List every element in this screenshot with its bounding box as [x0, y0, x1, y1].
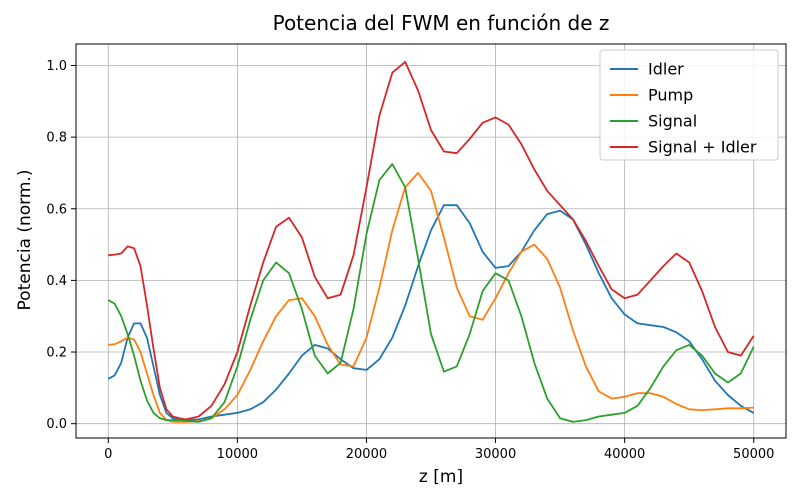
- legend: Idler Pump Signal Signal + Idler: [599, 49, 779, 161]
- y-tick-label: 0.2: [46, 346, 67, 361]
- series-line-pump: [108, 171, 754, 423]
- y-tick-label: 1.0: [46, 59, 67, 74]
- legend-entry-label: Idler: [648, 60, 684, 79]
- x-tick-label: 50000: [733, 447, 774, 462]
- x-tick-label: 30000: [475, 447, 516, 462]
- ticks: 0 10000 20000 30000 40000 50000 0.0 0.2 0.4 0.6 0.…: [46, 59, 774, 462]
- x-tick-label: 40000: [604, 447, 645, 462]
- plot-frame: [75, 43, 787, 439]
- series-line-signal: [107, 163, 755, 423]
- series-line-signal-idler: [108, 61, 755, 421]
- x-tick-label: 10000: [217, 447, 258, 462]
- y-tick-label: 0.0: [46, 417, 67, 432]
- x-axis-label: z [m]: [419, 467, 463, 487]
- x-tick-label: 20000: [346, 447, 387, 462]
- legend-entry-label: Pump: [648, 86, 693, 105]
- legend-entry-label: Signal + Idler: [648, 138, 757, 157]
- legend-entry-label: Signal: [648, 112, 697, 131]
- y-tick-label: 0.4: [46, 274, 67, 289]
- chart-title: Potencia del FWM en función de z: [273, 11, 610, 35]
- series-lines: [107, 61, 755, 423]
- y-tick-label: 0.6: [46, 202, 67, 217]
- series-line-idler: [107, 204, 755, 422]
- legend-box: [599, 49, 779, 161]
- y-axis-label: Potencia (norm.): [15, 170, 35, 311]
- y-tick-label: 0.8: [46, 131, 67, 146]
- x-tick-label: 0: [104, 447, 112, 462]
